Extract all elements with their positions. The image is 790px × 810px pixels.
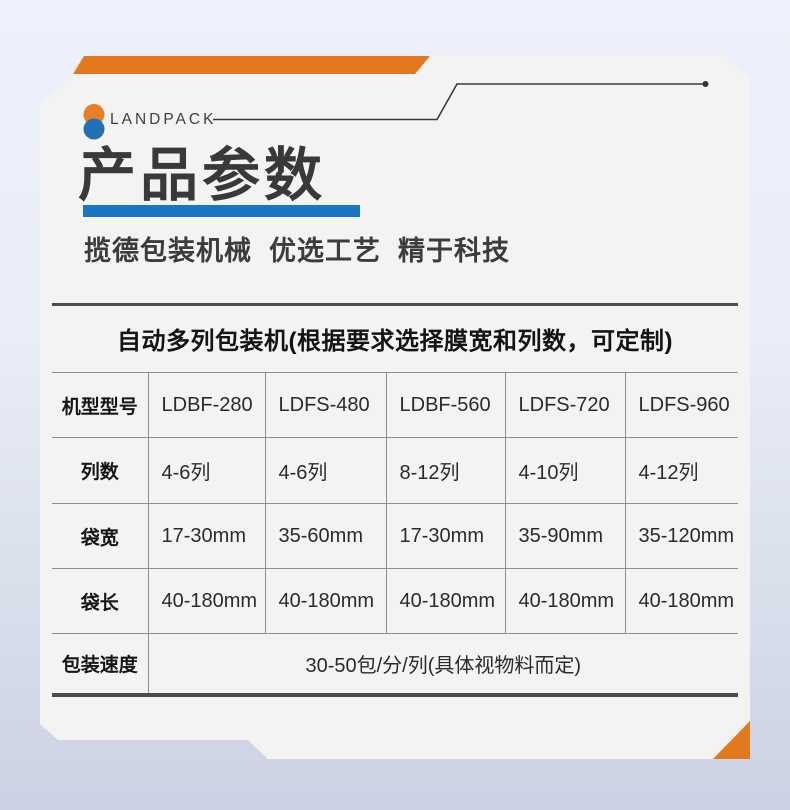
table-row-bag-length: 袋长 40-180mm 40-180mm 40-180mm 40-180mm 4… <box>52 568 738 634</box>
row-label: 列数 <box>52 437 149 504</box>
table-row-packing-speed: 包装速度 30-50包/分/列(具体视物料而定) <box>52 633 738 697</box>
title-underline-bar <box>83 205 360 217</box>
model-cell: LDFS-480 <box>265 372 387 438</box>
logo-blue-circle-icon <box>83 118 105 140</box>
value-cell: 35-60mm <box>265 503 387 569</box>
orange-corner-triangle <box>713 721 750 759</box>
value-cell: 8-12列 <box>386 437 506 504</box>
model-cell: LDBF-560 <box>386 372 506 438</box>
brand-logo-text: LANDPACK <box>110 111 217 128</box>
value-cell: 4-12列 <box>625 437 738 504</box>
value-cell: 17-30mm <box>148 503 266 569</box>
value-cell: 4-10列 <box>505 437 626 504</box>
table-row-models: 机型型号 LDBF-280 LDFS-480 LDBF-560 LDFS-720… <box>52 372 738 438</box>
value-cell: 40-180mm <box>265 568 387 634</box>
value-cell: 40-180mm <box>386 568 506 634</box>
value-cell: 40-180mm <box>148 568 266 634</box>
model-cell: LDFS-960 <box>625 372 738 438</box>
table-row-bag-width: 袋宽 17-30mm 35-60mm 17-30mm 35-90mm 35-12… <box>52 503 738 569</box>
value-cell: 4-6列 <box>148 437 266 504</box>
corner-label: 机型型号 <box>52 372 149 438</box>
spec-table: 机型型号 LDBF-280 LDFS-480 LDBF-560 LDFS-720… <box>52 372 738 697</box>
value-cell: 40-180mm <box>505 568 626 634</box>
model-cell: LDBF-280 <box>148 372 266 438</box>
speed-value-cell: 30-50包/分/列(具体视物料而定) <box>148 633 738 697</box>
value-cell: 17-30mm <box>386 503 506 569</box>
orange-top-bar <box>73 56 430 74</box>
value-cell: 40-180mm <box>625 568 738 634</box>
decor-connector-line <box>213 83 704 121</box>
row-label: 包装速度 <box>52 633 149 697</box>
row-label: 袋宽 <box>52 503 149 569</box>
table-caption: 自动多列包装机(根据要求选择膜宽和列数，可定制) <box>117 328 673 355</box>
decor-line-end-dot <box>702 81 709 87</box>
row-label: 袋长 <box>52 568 149 634</box>
value-cell: 35-120mm <box>625 503 738 569</box>
model-cell: LDFS-720 <box>505 372 626 438</box>
table-row-columns-count: 列数 4-6列 4-6列 8-12列 4-10列 4-12列 <box>52 437 738 504</box>
value-cell: 4-6列 <box>265 437 387 504</box>
logo-orange-circle-icon <box>83 104 105 125</box>
value-cell: 35-90mm <box>505 503 626 569</box>
page-subtitle: 揽德包装机械 优选工艺 精于科技 <box>84 236 511 266</box>
page-title: 产品参数 <box>78 143 327 208</box>
section-divider <box>52 303 738 306</box>
